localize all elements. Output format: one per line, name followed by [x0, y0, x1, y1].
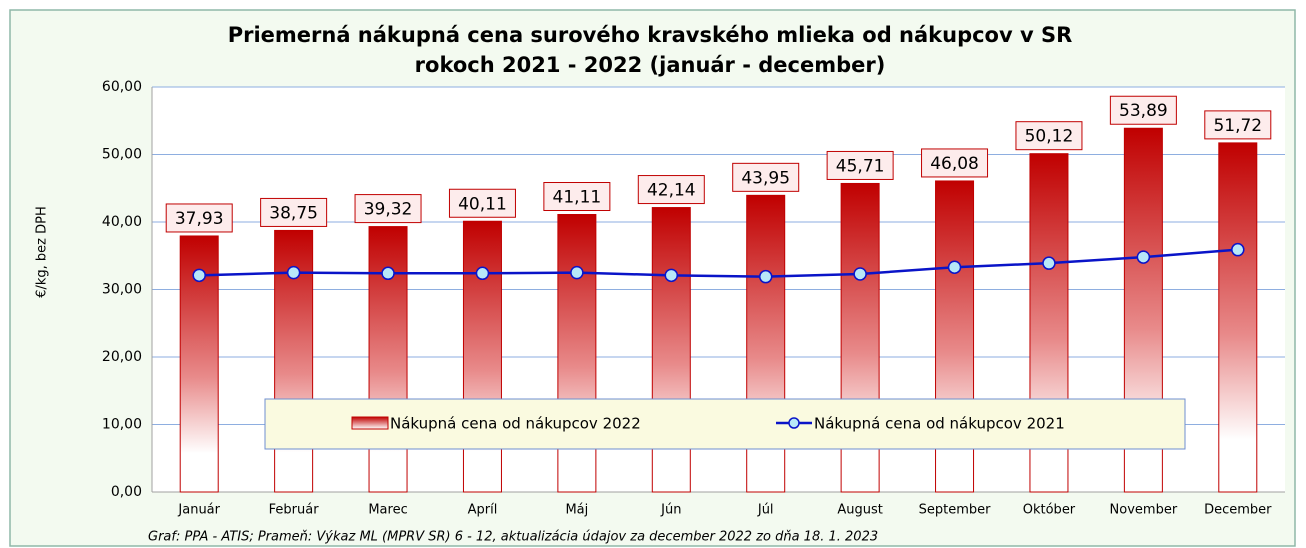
value-label: 53,89 [1119, 101, 1168, 121]
y-tick-label: 40,00 [102, 214, 142, 230]
y-tick-label: 30,00 [102, 282, 142, 298]
line-marker [1042, 256, 1056, 270]
x-tick-label: November [1110, 503, 1178, 518]
legend-swatch [788, 417, 800, 429]
value-label-box [1109, 95, 1177, 125]
value-label: 45,71 [836, 156, 885, 176]
value-label: 42,14 [647, 181, 696, 201]
value-label-box [1015, 121, 1083, 151]
value-label: 39,32 [364, 200, 413, 220]
y-tick-label: 20,00 [102, 349, 142, 365]
value-label-box [732, 162, 800, 192]
source: Graf: PPA - ATIS; Prameň: Výkaz ML (MPRV… [148, 530, 878, 545]
value-label-box [165, 203, 233, 233]
value-label-box [260, 197, 328, 227]
y-tick-label: 60,00 [102, 79, 142, 95]
x-tick-label: Júl [757, 503, 774, 518]
x-tick-label: Jún [660, 503, 681, 518]
x-tick-label: September [919, 503, 992, 518]
x-tick-label: Október [1023, 503, 1076, 518]
value-label: 46,08 [930, 154, 979, 174]
line-marker [1136, 250, 1151, 264]
bar [557, 214, 597, 493]
line-marker [570, 265, 584, 280]
y-tick-label: 10,00 [102, 417, 142, 433]
value-label: 37,93 [175, 209, 224, 229]
value-label-box [637, 175, 705, 205]
value-label: 41,11 [553, 188, 602, 208]
bar [368, 226, 408, 493]
legend-box [264, 398, 1186, 450]
x-tick-label: August [837, 503, 883, 518]
legend-swatch [351, 416, 389, 430]
value-label-box [448, 188, 516, 218]
bar [462, 220, 502, 493]
legend-label: Nákupná cena od nákupcov 2021 [814, 415, 1065, 433]
value-label-box [826, 150, 894, 180]
y-axis-label: €/kg, bez DPH [35, 206, 50, 298]
chart-title: rokoch 2021 - 2022 (január - december) [415, 53, 886, 77]
x-tick-label: Február [269, 503, 320, 518]
value-label: 38,75 [269, 203, 318, 223]
line-marker [947, 260, 962, 274]
value-label: 43,95 [741, 168, 790, 188]
x-tick-label: Marec [368, 503, 407, 518]
value-label: 50,12 [1025, 127, 1074, 147]
x-tick-label: Január [177, 503, 220, 518]
y-tick-label: 50,00 [102, 147, 142, 163]
line-marker [758, 269, 773, 284]
line-marker [286, 265, 301, 280]
x-tick-label: Apríl [468, 503, 498, 518]
line [199, 248, 1238, 278]
line-marker [192, 268, 206, 283]
line-marker [853, 267, 867, 281]
line-marker [1231, 242, 1245, 257]
line-marker [475, 266, 490, 281]
x-tick-label: December [1204, 503, 1272, 518]
value-label: 40,11 [458, 194, 507, 214]
bar [1218, 142, 1258, 493]
value-label-box [543, 182, 611, 212]
legend-label: Nákupná cena od nákupcov 2022 [390, 415, 641, 433]
line-marker [664, 268, 679, 283]
line-marker [381, 266, 395, 281]
value-label-box [354, 194, 422, 224]
chart-title: Priemerná nákupná cena surového kravskéh… [228, 23, 1073, 47]
value-label-box [921, 148, 989, 178]
value-label-box [1204, 110, 1272, 140]
value-label: 51,72 [1213, 116, 1262, 136]
y-tick-label: 0,00 [111, 484, 142, 500]
x-tick-label: Máj [565, 503, 588, 518]
